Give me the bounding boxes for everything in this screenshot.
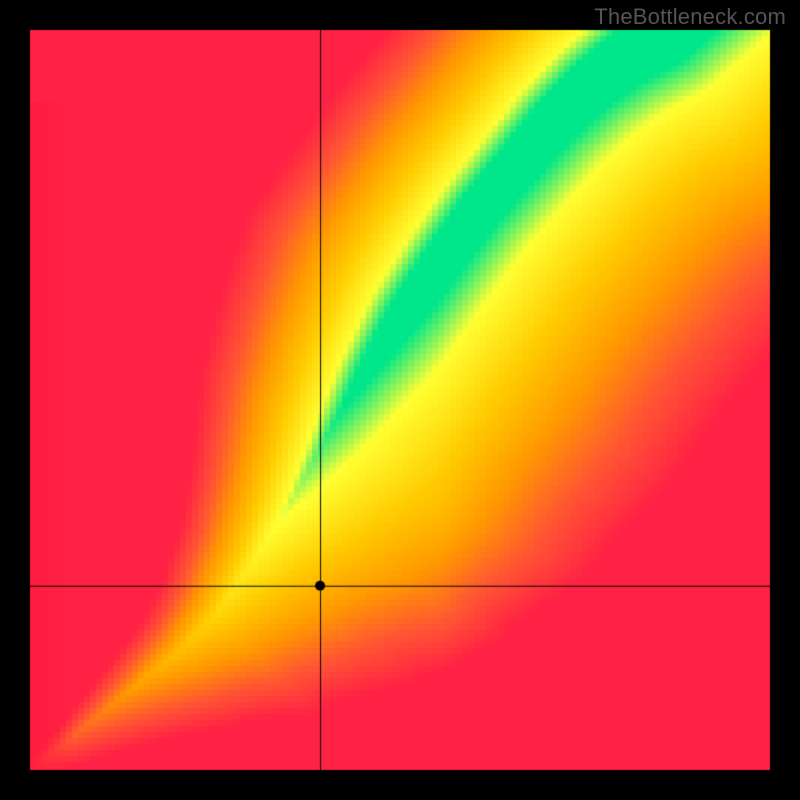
watermark-text: TheBottleneck.com [594, 4, 786, 30]
heatmap-chart [0, 0, 800, 800]
